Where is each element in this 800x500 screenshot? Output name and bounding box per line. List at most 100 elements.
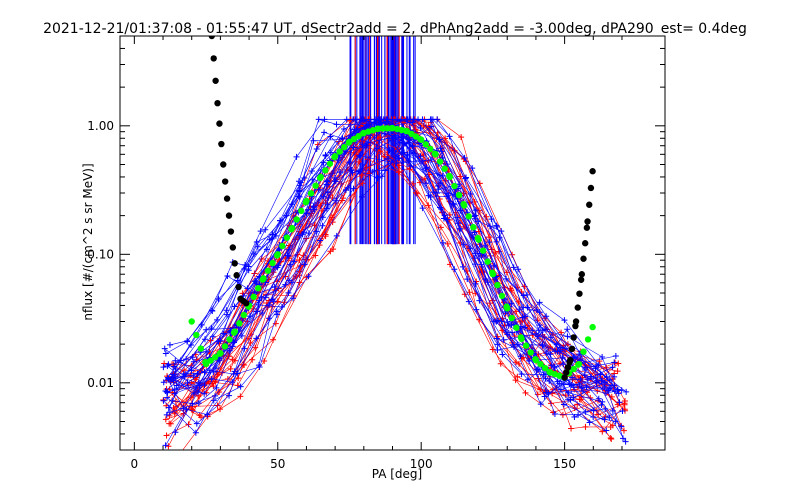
- measurement-point: [282, 273, 289, 280]
- fit-point: [475, 236, 482, 243]
- fit-point: [498, 292, 506, 300]
- axis-layer: 0 50 100 150 0.01 0.10 1.00: [87, 35, 665, 471]
- fit-point: [461, 202, 468, 209]
- measurement-point: [521, 313, 528, 320]
- measurement-point: [499, 351, 506, 358]
- fit-point: [584, 218, 591, 225]
- x-axis-label: PA [deg]: [372, 467, 422, 481]
- fit-point: [379, 125, 386, 132]
- fit-point: [446, 173, 454, 181]
- measurement-point: [536, 322, 543, 329]
- measurement-point: [598, 401, 605, 408]
- fit-point: [243, 300, 250, 307]
- measurement-point: [309, 176, 316, 183]
- measurement-point: [242, 261, 249, 268]
- measurement-point: [423, 180, 430, 187]
- measurement-point: [162, 387, 169, 394]
- measurement-point: [465, 298, 472, 305]
- measurement-point: [505, 322, 512, 329]
- fit-point: [577, 276, 585, 283]
- fit-point: [441, 165, 448, 172]
- measurement-point: [350, 185, 357, 192]
- measurement-point: [503, 275, 510, 282]
- measurement-point: [244, 285, 251, 292]
- fit-point: [326, 160, 334, 167]
- measurement-point: [437, 145, 444, 152]
- measurement-point: [198, 321, 205, 328]
- measurement-point: [201, 336, 208, 343]
- measurement-point: [164, 363, 171, 370]
- measurement-point: [449, 145, 456, 152]
- measurement-curve: [164, 119, 613, 388]
- measurement-point: [601, 416, 608, 423]
- measurement-point: [256, 297, 263, 304]
- measurement-point: [355, 168, 362, 175]
- measurement-point: [609, 407, 616, 414]
- measurement-point: [362, 143, 369, 150]
- measurement-point: [231, 303, 238, 310]
- measurement-point: [210, 397, 217, 404]
- measurement-point: [406, 166, 413, 173]
- measurement-point: [514, 373, 521, 380]
- measurement-curve: [175, 137, 602, 418]
- measurement-point: [358, 116, 365, 123]
- measurement-point: [237, 393, 244, 400]
- fit-point: [417, 136, 425, 143]
- measurement-point: [537, 401, 544, 408]
- fit-point: [570, 334, 577, 341]
- measurement-point: [575, 411, 582, 418]
- measurement-point: [543, 350, 550, 357]
- measurement-point: [490, 318, 497, 325]
- measurement-point: [486, 300, 493, 307]
- measurement-point: [229, 379, 236, 386]
- fit-point: [564, 364, 572, 371]
- measurement-point: [273, 308, 280, 315]
- measurement-point: [463, 267, 470, 274]
- measurement-point: [534, 391, 541, 398]
- fit-point: [229, 244, 237, 251]
- measurement-point: [317, 237, 324, 244]
- measurement-point: [172, 357, 179, 364]
- measurement-point: [285, 289, 292, 296]
- measurement-point: [185, 421, 192, 428]
- measurement-point: [611, 382, 618, 389]
- fit-point: [541, 364, 549, 372]
- measurement-point: [168, 376, 175, 383]
- measurement-point: [509, 251, 516, 258]
- y-tick-label: 0.10: [87, 247, 114, 261]
- measurement-point: [486, 239, 493, 246]
- measurement-point: [618, 423, 625, 430]
- measurement-point: [565, 389, 572, 396]
- measurement-point: [378, 173, 385, 180]
- measurement-point: [285, 246, 292, 253]
- measurement-point: [548, 362, 555, 369]
- measurement-point: [169, 397, 176, 404]
- fit-point: [580, 255, 587, 262]
- measurement-point: [166, 341, 173, 348]
- fit-point: [317, 173, 324, 181]
- measurement-point: [224, 375, 231, 382]
- fit-point: [575, 360, 583, 368]
- x-tick-label: 150: [553, 457, 576, 471]
- measurement-point: [214, 316, 221, 323]
- measurement-point: [559, 411, 566, 418]
- measurement-point: [475, 218, 482, 225]
- measurement-point: [163, 432, 170, 439]
- measurement-point: [560, 401, 567, 408]
- fit-point: [283, 234, 291, 241]
- measurement-point: [557, 347, 564, 354]
- measurement-point: [249, 356, 256, 363]
- fit-point: [465, 213, 472, 220]
- fit-point: [567, 356, 574, 364]
- measurement-point: [612, 353, 619, 360]
- measurement-point: [308, 168, 315, 175]
- measurement-point: [419, 205, 426, 212]
- measurement-point: [609, 422, 616, 429]
- measurement-point: [163, 411, 170, 418]
- fit-point: [218, 140, 225, 148]
- measurement-point: [380, 153, 387, 160]
- measurement-point: [457, 207, 464, 214]
- measurement-point: [476, 297, 483, 304]
- measurement-point: [327, 248, 334, 255]
- measurement-point: [564, 333, 571, 340]
